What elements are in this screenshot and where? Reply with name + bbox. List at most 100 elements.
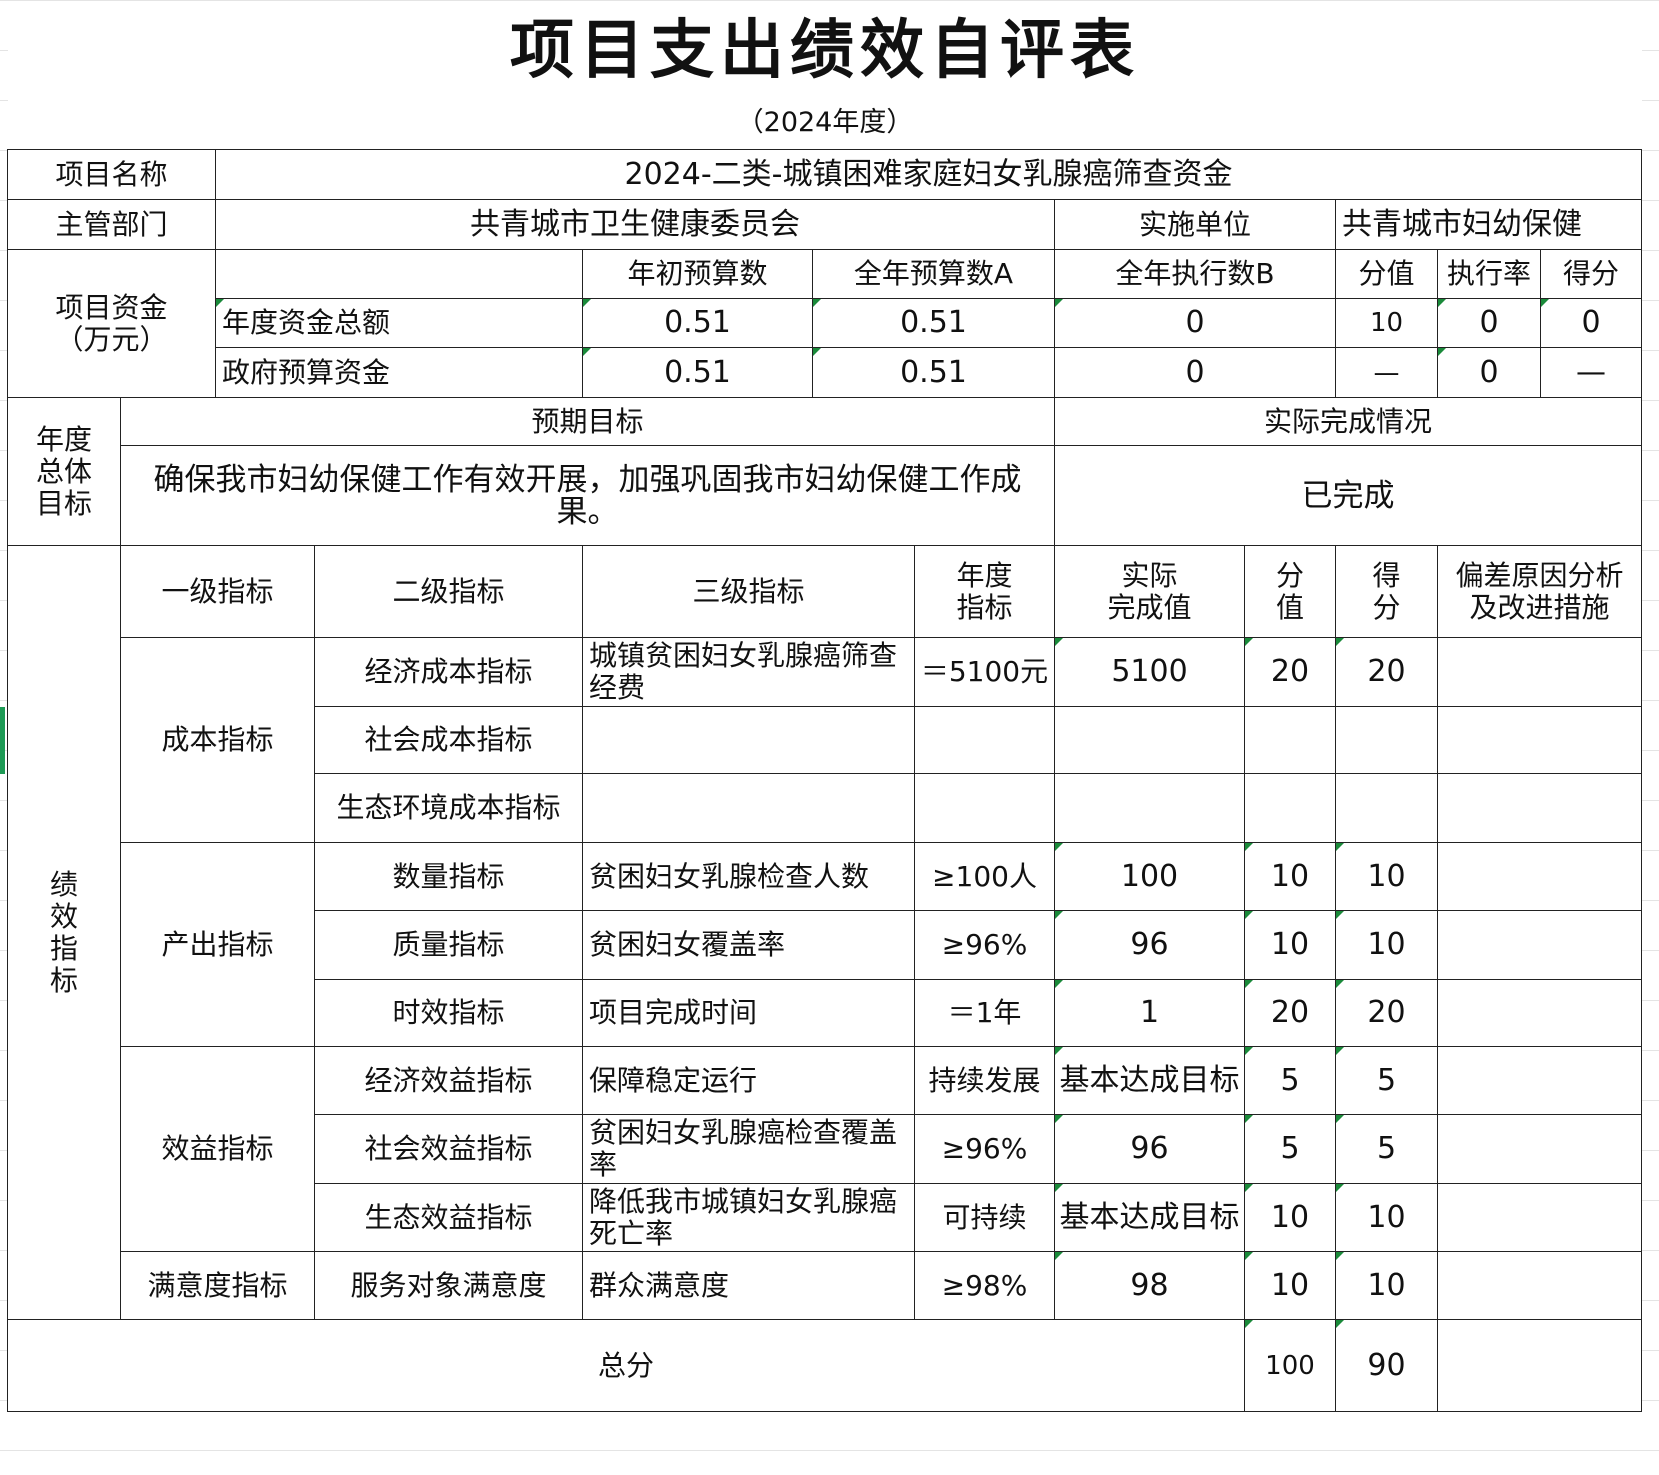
indicator-score-cell[interactable]: 20	[1335, 637, 1438, 707]
total-score-value-cell[interactable]: 100	[1244, 1319, 1336, 1412]
dept-value-cell[interactable]: 共青城市卫生健康委员会	[215, 199, 1055, 250]
level1-indicator-cell[interactable]: 产出指标	[120, 842, 315, 1047]
funds-header-cell[interactable]: 年初预算数	[582, 249, 813, 299]
funds-label-cell[interactable]: 项目资金 （万元）	[7, 249, 216, 398]
funds-header-cell[interactable]: 全年预算数A	[812, 249, 1055, 299]
indicator-l3-cell[interactable]: 城镇贫困妇女乳腺癌筛查经费	[582, 637, 915, 707]
indicator-score-cell[interactable]	[1335, 706, 1438, 774]
level1-indicator-cell[interactable]: 成本指标	[120, 637, 315, 843]
funds-value-cell[interactable]: 0.51	[582, 347, 813, 398]
level1-indicator-cell[interactable]: 效益指标	[120, 1046, 315, 1252]
indicator-header-cell[interactable]: 年度 指标	[914, 545, 1055, 638]
indicator-target-cell[interactable]	[914, 773, 1055, 843]
funds-header-cell[interactable]: 得分	[1540, 249, 1642, 299]
indicator-score-cell[interactable]	[1335, 773, 1438, 843]
indicator-l3-cell[interactable]	[582, 773, 915, 843]
funds-value-cell[interactable]: —	[1335, 347, 1438, 398]
indicator-actual-cell[interactable]: 100	[1054, 842, 1245, 911]
indicator-actual-cell[interactable]: 1	[1054, 979, 1245, 1047]
indicator-target-cell[interactable]: ＝5100元	[914, 637, 1055, 707]
project-name-label-cell[interactable]: 项目名称	[7, 149, 216, 200]
indicator-l2-cell[interactable]: 社会成本指标	[314, 706, 583, 774]
indicator-score-cell[interactable]: 10	[1335, 1251, 1438, 1320]
indicator-score-value-cell[interactable]	[1244, 773, 1336, 843]
funds-header-cell[interactable]: 执行率	[1437, 249, 1541, 299]
indicator-actual-cell[interactable]: 96	[1054, 1114, 1245, 1184]
indicator-note-cell[interactable]	[1437, 1046, 1642, 1115]
indicator-header-cell[interactable]: 得 分	[1335, 545, 1438, 638]
indicator-score-value-cell[interactable]: 20	[1244, 979, 1336, 1047]
indicator-l2-cell[interactable]: 质量指标	[314, 910, 583, 980]
indicator-l2-cell[interactable]: 经济效益指标	[314, 1046, 583, 1115]
indicator-l3-cell[interactable]: 降低我市城镇妇女乳腺癌死亡率	[582, 1183, 915, 1252]
funds-value-cell[interactable]: 0	[1054, 347, 1336, 398]
indicator-actual-cell[interactable]: 5100	[1054, 637, 1245, 707]
indicator-header-cell[interactable]: 分 值	[1244, 545, 1336, 638]
indicator-l3-cell[interactable]: 贫困妇女乳腺检查人数	[582, 842, 915, 911]
indicator-actual-cell[interactable]: 98	[1054, 1251, 1245, 1320]
goal-label-cell[interactable]: 年度 总体 目标	[7, 397, 121, 546]
indicator-score-value-cell[interactable]: 10	[1244, 910, 1336, 980]
funds-row-label-cell[interactable]: 年度资金总额	[215, 298, 583, 348]
total-score-cell[interactable]: 90	[1335, 1319, 1438, 1412]
actual-status-header-cell[interactable]: 实际完成情况	[1054, 397, 1642, 446]
indicator-l2-cell[interactable]: 数量指标	[314, 842, 583, 911]
funds-value-cell[interactable]: 0	[1054, 298, 1336, 348]
indicator-score-value-cell[interactable]: 10	[1244, 1251, 1336, 1320]
funds-value-cell[interactable]: 0	[1437, 347, 1541, 398]
indicator-actual-cell[interactable]: 基本达成目标	[1054, 1183, 1245, 1252]
level1-indicator-cell[interactable]: 满意度指标	[120, 1251, 315, 1320]
total-note-cell[interactable]	[1437, 1319, 1642, 1412]
indicator-score-cell[interactable]: 10	[1335, 842, 1438, 911]
indicator-score-cell[interactable]: 5	[1335, 1114, 1438, 1184]
indicator-l3-cell[interactable]: 群众满意度	[582, 1251, 915, 1320]
indicator-actual-cell[interactable]	[1054, 706, 1245, 774]
indicator-actual-cell[interactable]: 96	[1054, 910, 1245, 980]
funds-value-cell[interactable]: —	[1540, 347, 1642, 398]
indicator-note-cell[interactable]	[1437, 1114, 1642, 1184]
indicator-note-cell[interactable]	[1437, 910, 1642, 980]
expected-goal-header-cell[interactable]: 预期目标	[120, 397, 1055, 446]
expected-goal-text-cell[interactable]: 确保我市妇幼保健工作有效开展，加强巩固我市妇幼保健工作成果。	[120, 445, 1055, 546]
funds-value-cell[interactable]: 0	[1437, 298, 1541, 348]
funds-value-cell[interactable]: 0.51	[812, 298, 1055, 348]
funds-value-cell[interactable]: 0.51	[582, 298, 813, 348]
impl-unit-label-cell[interactable]: 实施单位	[1054, 199, 1336, 250]
indicator-note-cell[interactable]	[1437, 637, 1642, 707]
indicator-score-value-cell[interactable]	[1244, 706, 1336, 774]
indicator-target-cell[interactable]: ≥100人	[914, 842, 1055, 911]
indicator-target-cell[interactable]	[914, 706, 1055, 774]
funds-header-cell[interactable]: 全年执行数B	[1054, 249, 1336, 299]
funds-row-label-cell[interactable]: 政府预算资金	[215, 347, 583, 398]
indicator-score-value-cell[interactable]: 20	[1244, 637, 1336, 707]
funds-header-cell[interactable]: 分值	[1335, 249, 1438, 299]
indicator-l3-cell[interactable]	[582, 706, 915, 774]
indicator-target-cell[interactable]: 持续发展	[914, 1046, 1055, 1115]
indicator-actual-cell[interactable]	[1054, 773, 1245, 843]
indicator-l3-cell[interactable]: 贫困妇女乳腺癌检查覆盖率	[582, 1114, 915, 1184]
indicator-target-cell[interactable]: ≥96%	[914, 1114, 1055, 1184]
indicator-target-cell[interactable]: 可持续	[914, 1183, 1055, 1252]
indicator-note-cell[interactable]	[1437, 706, 1642, 774]
indicator-l2-cell[interactable]: 时效指标	[314, 979, 583, 1047]
impl-unit-value-cell[interactable]: 共青城市妇幼保健	[1335, 199, 1642, 250]
indicator-l2-cell[interactable]: 生态效益指标	[314, 1183, 583, 1252]
indicator-score-cell[interactable]: 5	[1335, 1046, 1438, 1115]
indicator-l2-cell[interactable]: 服务对象满意度	[314, 1251, 583, 1320]
indicator-note-cell[interactable]	[1437, 842, 1642, 911]
indicator-header-cell[interactable]: 二级指标	[314, 545, 583, 638]
indicator-target-cell[interactable]: ≥96%	[914, 910, 1055, 980]
actual-status-text-cell[interactable]: 已完成	[1054, 445, 1642, 546]
indicator-target-cell[interactable]: ＝1年	[914, 979, 1055, 1047]
indicator-l3-cell[interactable]: 项目完成时间	[582, 979, 915, 1047]
funds-value-cell[interactable]: 10	[1335, 298, 1438, 348]
indicator-l2-cell[interactable]: 社会效益指标	[314, 1114, 583, 1184]
indicator-score-cell[interactable]: 10	[1335, 1183, 1438, 1252]
indicator-note-cell[interactable]	[1437, 1183, 1642, 1252]
indicator-score-cell[interactable]: 10	[1335, 910, 1438, 980]
indicator-score-cell[interactable]: 20	[1335, 979, 1438, 1047]
indicator-l2-cell[interactable]: 经济成本指标	[314, 637, 583, 707]
funds-header-blank-cell[interactable]	[215, 249, 583, 299]
indicator-actual-cell[interactable]: 基本达成目标	[1054, 1046, 1245, 1115]
indicator-l2-cell[interactable]: 生态环境成本指标	[314, 773, 583, 843]
